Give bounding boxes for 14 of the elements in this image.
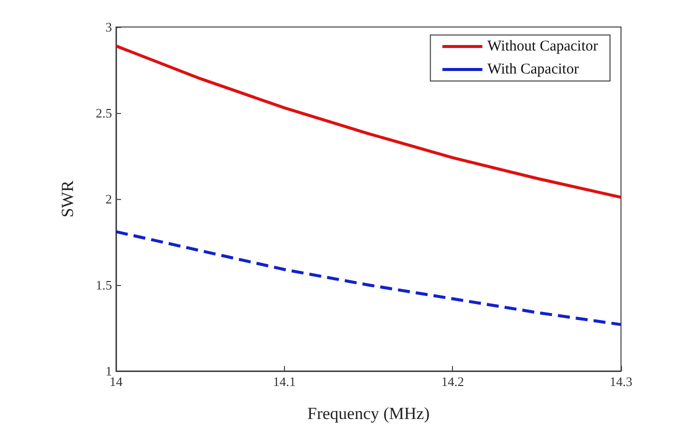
y-tick-label: 3 xyxy=(106,20,112,34)
x-tick-label: 14.3 xyxy=(610,374,632,389)
line-series xyxy=(114,230,622,326)
legend-label: Without Capacitor xyxy=(487,38,598,54)
y-tick-label: 1.5 xyxy=(96,278,112,292)
x-tick-label: 14 xyxy=(110,374,123,389)
y-tick-label: 2 xyxy=(106,192,112,206)
legend-label: With Capacitor xyxy=(487,62,579,78)
y-tick-label: 1 xyxy=(106,364,112,378)
x-tick-label: 14.2 xyxy=(441,374,464,389)
y-tick-label: 2.5 xyxy=(96,106,112,120)
x-axis-title: Frequency (MHz) xyxy=(307,404,430,423)
y-axis-title: SWR xyxy=(58,180,77,218)
x-tick-label: 14.1 xyxy=(272,374,296,389)
